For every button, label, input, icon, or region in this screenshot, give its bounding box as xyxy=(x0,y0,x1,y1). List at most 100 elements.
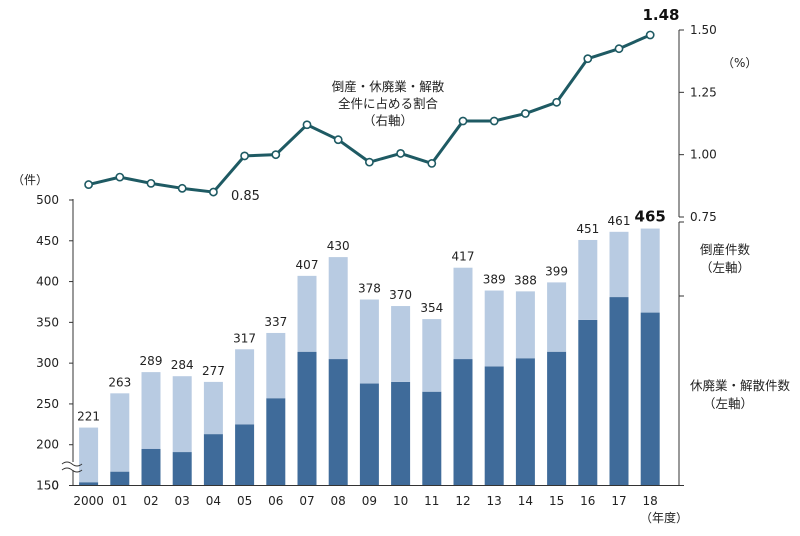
bar-lower-10 xyxy=(391,381,411,486)
ratio-point-18 xyxy=(645,30,655,40)
bar-total-14: 388 xyxy=(514,273,537,287)
ratio-point-08 xyxy=(333,135,343,145)
bar-upper-10 xyxy=(391,306,411,382)
bar-lower-07 xyxy=(297,351,317,486)
bar-upper-01 xyxy=(110,393,130,472)
bar-lower-15 xyxy=(547,351,567,486)
ratio-point-10 xyxy=(396,149,405,158)
bar-lower-09 xyxy=(359,383,379,486)
left-tick-500: 500 xyxy=(36,193,59,207)
bar-lower-18 xyxy=(640,312,660,486)
x-axis-unit: （年度） xyxy=(640,510,688,525)
ratio-point-01 xyxy=(115,172,125,182)
x-tick-09: 09 xyxy=(362,494,377,508)
ratio-point-07 xyxy=(302,120,312,130)
x-tick-01: 01 xyxy=(112,494,127,508)
bar-total-annotation: 倒産件数 xyxy=(700,242,751,257)
x-tick-12: 12 xyxy=(455,494,470,508)
x-tick-16: 16 xyxy=(580,494,595,508)
bar-upper-06 xyxy=(266,332,286,399)
ratio-point-04 xyxy=(208,187,218,197)
x-tick-07: 07 xyxy=(299,494,314,508)
left-tick-150: 150 xyxy=(36,479,59,493)
right-tick-1.25: 1.25 xyxy=(690,85,717,99)
right-tick-1: 1.00 xyxy=(690,148,717,162)
bar-lower-annotation: 休廃業・解散件数 xyxy=(690,378,791,393)
bar-total-01: 263 xyxy=(108,375,131,389)
bar-total-16: 451 xyxy=(576,222,599,236)
ratio-point-02 xyxy=(146,178,156,188)
bar-total-08: 430 xyxy=(327,239,350,253)
ratio-point-14 xyxy=(521,109,530,118)
bar-upper-16 xyxy=(578,239,598,320)
line-label-2: 全件に占める割合 xyxy=(338,96,439,111)
x-tick-2000: 2000 xyxy=(73,494,104,508)
ratio-point-06 xyxy=(271,150,281,160)
x-tick-14: 14 xyxy=(518,494,533,508)
bar-lower-01 xyxy=(110,471,130,486)
left-axis-unit: （件） xyxy=(12,173,48,187)
x-tick-04: 04 xyxy=(206,494,221,508)
bar-total-11: 354 xyxy=(420,301,443,315)
bar-total-09: 378 xyxy=(358,282,381,296)
bar-total-04: 277 xyxy=(202,364,225,378)
bar-upper-04 xyxy=(203,381,223,435)
x-tick-06: 06 xyxy=(268,494,283,508)
bars xyxy=(79,228,660,486)
bar-lower-02 xyxy=(141,448,161,486)
bar-total-18: 465 xyxy=(635,208,666,226)
bar-upper-15 xyxy=(547,282,567,352)
x-tick-03: 03 xyxy=(175,494,190,508)
bar-upper-13 xyxy=(484,290,504,367)
bar-total-annotation-axis: （左軸） xyxy=(700,260,750,275)
ratio-point-13 xyxy=(489,116,499,126)
line-label-1: 倒産・休廃業・解散 xyxy=(332,79,445,94)
axis-break-icon xyxy=(61,461,83,473)
bar-lower-12 xyxy=(453,359,473,486)
ratio-point-2000 xyxy=(84,180,93,189)
bar-lower-11 xyxy=(422,391,442,486)
bar-upper-18 xyxy=(640,228,660,313)
bar-lower-03 xyxy=(172,452,192,486)
ratio-point-11 xyxy=(427,158,437,168)
line-label-axis: （右軸） xyxy=(363,113,413,128)
left-tick-350: 350 xyxy=(36,315,59,329)
ratio-point-05 xyxy=(240,151,249,161)
bar-lower-2000 xyxy=(79,482,99,486)
right-axis-unit: （%） xyxy=(722,56,757,70)
line-value-2004: 0.85 xyxy=(231,189,260,204)
bar-total-05: 317 xyxy=(233,331,256,345)
bar-lower-05 xyxy=(235,424,255,486)
bar-total-12: 417 xyxy=(452,250,475,264)
bar-upper-05 xyxy=(235,349,255,425)
axes: 2000 01 02 03 04 05 06 07 08 09 10 11 12 13 14 15 16 17 18… xyxy=(36,23,717,508)
bar-upper-2000 xyxy=(79,427,99,483)
ratio-point-15 xyxy=(552,97,561,107)
ratio-point-12 xyxy=(458,116,468,126)
bar-upper-07 xyxy=(297,275,317,352)
left-tick-450: 450 xyxy=(36,234,59,248)
ratio-point-17 xyxy=(614,44,624,54)
x-tick-08: 08 xyxy=(331,494,346,508)
x-tick-11: 11 xyxy=(424,494,439,508)
x-tick-17: 17 xyxy=(611,494,626,508)
left-tick-250: 250 xyxy=(36,397,59,411)
bar-lower-06 xyxy=(266,398,286,486)
x-tick-10: 10 xyxy=(393,494,408,508)
left-tick-0: 0 xyxy=(51,479,59,493)
bar-total-15: 399 xyxy=(545,264,568,278)
right-tick-0.75: 0.75 xyxy=(690,210,717,224)
bar-total-13: 389 xyxy=(483,273,506,287)
bar-lower-08 xyxy=(328,359,348,486)
right-tick-1.5: 1.50 xyxy=(690,23,717,37)
bar-total-07: 407 xyxy=(296,258,319,272)
left-tick-200: 200 xyxy=(36,438,59,452)
bar-lower-annotation-axis: （左軸） xyxy=(703,396,753,411)
ratio-point-03 xyxy=(177,183,187,193)
bar-total-02: 289 xyxy=(140,354,163,368)
ratio-point-09 xyxy=(364,157,374,167)
bar-upper-09 xyxy=(359,299,379,384)
x-tick-05: 05 xyxy=(237,494,252,508)
bar-lower-16 xyxy=(578,319,598,486)
